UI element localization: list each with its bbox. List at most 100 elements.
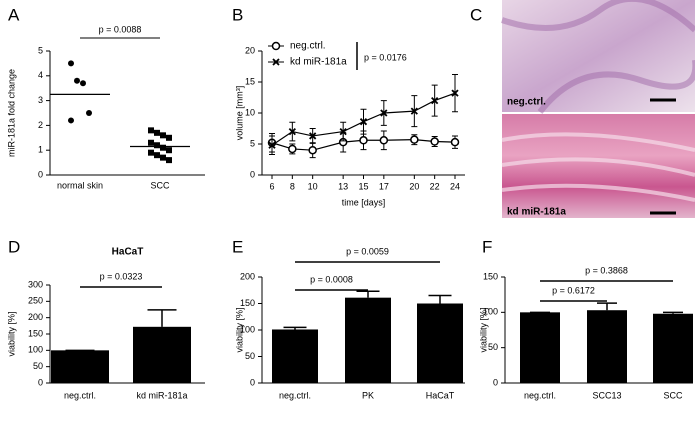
point-square — [148, 149, 154, 156]
p-value: p = 0.0059 — [346, 246, 389, 256]
y-tick-label: 250 — [28, 296, 43, 306]
point — [451, 89, 459, 97]
y-axis-label: viability [%] — [6, 311, 16, 356]
x-axis-label: time [days] — [342, 197, 386, 207]
point — [410, 135, 419, 144]
point-square — [166, 157, 172, 164]
bar — [653, 313, 693, 383]
point — [359, 118, 368, 126]
y-tick-label: 100 — [28, 345, 43, 355]
point-square — [148, 127, 154, 134]
error-bar — [428, 294, 452, 304]
panel-letter: E — [232, 237, 243, 256]
legend-label: kd miR-181a — [290, 57, 347, 68]
image-kd — [502, 114, 695, 218]
point — [86, 110, 92, 116]
x-tick-label: 13 — [338, 181, 348, 191]
y-tick-label: 50 — [245, 351, 255, 361]
point — [430, 137, 439, 146]
panel-letter: D — [8, 237, 20, 256]
y-tick-label: 4 — [38, 70, 43, 80]
y-tick-label: 200 — [240, 271, 255, 281]
panel-letter: C — [470, 5, 482, 24]
x-tick-label: SCC13 — [592, 390, 621, 400]
point — [80, 80, 86, 87]
error-bar — [356, 290, 380, 298]
x-tick-label: HaCaT — [426, 390, 455, 400]
panel-letter: F — [482, 237, 492, 256]
x-tick-label: 20 — [409, 181, 419, 191]
point — [68, 60, 74, 67]
y-tick-label: 150 — [28, 328, 43, 338]
x-tick-label: 8 — [290, 181, 295, 191]
x-tick-label: neg.ctrl. — [279, 390, 311, 400]
p-value: p = 0.0176 — [364, 52, 407, 62]
p-value: p = 0.6172 — [552, 285, 595, 295]
y-tick-label: 50 — [33, 361, 43, 371]
bar — [417, 303, 463, 383]
error-bar — [283, 326, 307, 330]
p-value: p = 0.3868 — [585, 265, 628, 275]
point — [339, 127, 347, 136]
x-tick-label: 6 — [269, 181, 274, 191]
panel-letter: B — [232, 5, 243, 24]
bar — [133, 326, 191, 383]
point-square — [160, 144, 166, 151]
point-square — [166, 134, 172, 141]
x-tick-label: neg.ctrl. — [524, 390, 556, 400]
histology-images: neg.ctrl. kd miR-181a — [501, 0, 695, 218]
y-axis-label: viability [%] — [234, 307, 244, 352]
point — [431, 96, 439, 105]
bar — [51, 350, 109, 383]
point — [359, 136, 368, 145]
y-tick-label: 0 — [493, 377, 498, 387]
x-tick-label: 10 — [308, 181, 318, 191]
point-square — [154, 152, 160, 159]
x-tick-label: 15 — [358, 181, 368, 191]
point-square — [160, 154, 166, 161]
chart-title: HaCaT — [112, 247, 144, 258]
x-tick-label: PK — [362, 390, 374, 400]
image-label: kd miR-181a — [507, 207, 566, 218]
legend-label: neg.ctrl. — [290, 41, 326, 52]
y-tick-label: 200 — [28, 312, 43, 322]
y-axis-label: volume [mm³] — [234, 86, 244, 141]
x-tick-label: normal skin — [57, 180, 103, 190]
error-bar — [597, 302, 617, 311]
legend-marker — [272, 58, 280, 66]
point-square — [148, 139, 154, 146]
x-tick-label: SCC — [150, 180, 170, 190]
error-bar — [147, 309, 177, 327]
point — [268, 141, 276, 149]
y-tick-label: 5 — [250, 138, 255, 148]
y-axis-label: miR-181a fold change — [6, 69, 16, 157]
point-square — [154, 129, 160, 136]
legend-marker — [271, 41, 281, 51]
image-neg-ctrl — [502, 0, 695, 112]
y-tick-label: 0 — [38, 169, 43, 179]
point — [308, 145, 317, 155]
y-tick-label: 0 — [38, 377, 43, 387]
y-tick-label: 150 — [240, 298, 255, 308]
bar — [345, 297, 391, 383]
x-tick-label: 24 — [450, 181, 460, 191]
y-tick-label: 100 — [240, 324, 255, 334]
p-value: p = 0.0008 — [310, 274, 353, 284]
y-tick-label: 10 — [245, 107, 255, 117]
y-tick-label: 5 — [38, 45, 43, 55]
point — [68, 117, 74, 124]
point — [379, 136, 389, 145]
bar — [520, 312, 560, 383]
p-value: p = 0.0088 — [99, 24, 142, 34]
y-tick-label: 3 — [38, 95, 43, 105]
y-tick-label: 0 — [250, 377, 255, 387]
y-tick-label: 50 — [488, 342, 498, 352]
point — [450, 137, 460, 147]
x-tick-label: SCC — [663, 390, 683, 400]
point-square — [154, 142, 160, 149]
x-tick-label: 17 — [379, 181, 389, 191]
point-square — [166, 147, 172, 154]
point — [309, 132, 317, 140]
point — [288, 127, 296, 136]
